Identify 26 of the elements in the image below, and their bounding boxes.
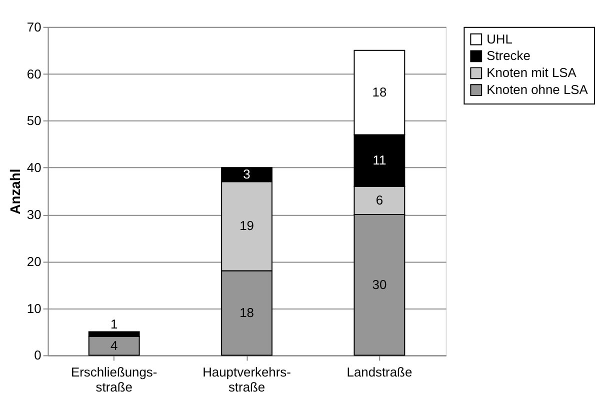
bar	[88, 336, 140, 356]
x-tick-label: Erschließungs-straße	[71, 364, 158, 395]
data-label: 30	[372, 276, 387, 292]
y-tick-label: 60	[26, 66, 42, 82]
data-label: 18	[240, 304, 254, 320]
data-label: 1	[110, 316, 118, 332]
legend-label: Knoten ohne LSA	[486, 82, 588, 98]
legend-label: UHL	[486, 31, 512, 46]
x-tick-label: Hauptverkehrs-straße	[202, 364, 291, 395]
data-label: 19	[240, 218, 254, 234]
data-label: 18	[372, 84, 387, 100]
x-tick-label: Landstraße	[346, 364, 412, 380]
data-label: 4	[110, 338, 118, 353]
y-axis-title: Anzahl	[6, 168, 23, 214]
data-label: 11	[372, 152, 386, 168]
data-label: 3	[243, 166, 250, 182]
y-tick-label: 40	[26, 160, 42, 176]
y-tick-label: 0	[34, 348, 42, 363]
data-label: 6	[376, 192, 384, 208]
y-tick-label: 20	[26, 254, 42, 269]
y-tick-label: 50	[26, 113, 42, 128]
legend-label: Strecke	[486, 48, 530, 64]
y-tick-label: 70	[26, 19, 42, 34]
legend-label: Knoten mit LSA	[486, 65, 577, 80]
y-tick-label: 10	[26, 300, 42, 316]
y-tick-label: 30	[26, 206, 42, 222]
